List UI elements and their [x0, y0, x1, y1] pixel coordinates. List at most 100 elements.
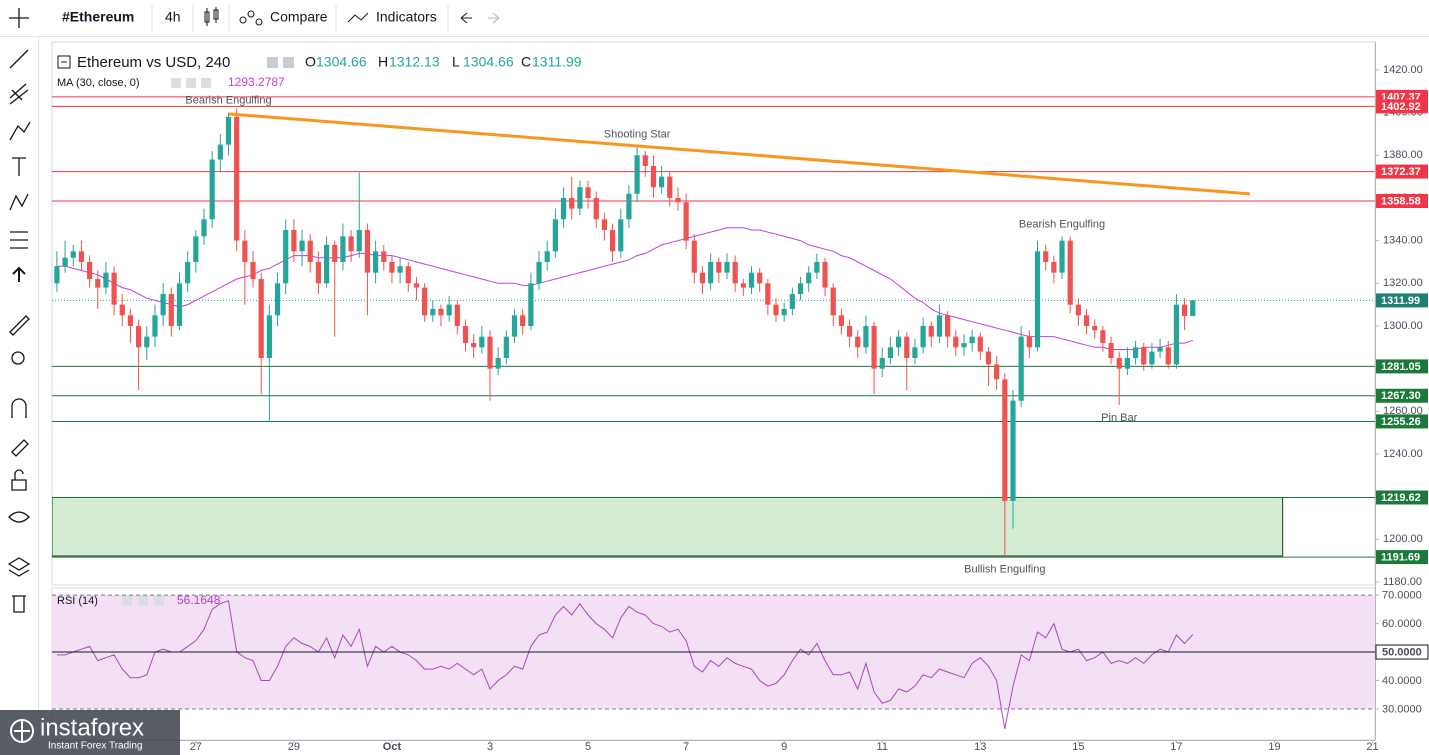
x-tick-label: 27 — [190, 741, 202, 753]
text-tool[interactable] — [12, 157, 26, 176]
visibility-tool[interactable] — [8, 511, 30, 523]
candle-body — [185, 261, 191, 284]
candle-body — [1149, 351, 1155, 365]
x-tick-label: 5 — [585, 741, 591, 753]
level-tag — [1376, 99, 1428, 114]
lock-tool[interactable] — [11, 469, 27, 491]
candle-body — [201, 219, 207, 237]
candle-body — [830, 287, 836, 316]
trendline-tool[interactable] — [9, 49, 29, 69]
pattern-tool[interactable] — [9, 193, 29, 211]
y-tick-label: 1320.00 — [1383, 277, 1423, 289]
level-tag — [1376, 164, 1428, 179]
level-tag — [1376, 414, 1428, 429]
symbol-button[interactable]: #Ethereum — [62, 9, 134, 25]
candle-body — [54, 266, 60, 284]
candle-body — [855, 336, 861, 348]
candle-body — [724, 261, 730, 273]
magnet-tool[interactable] — [11, 398, 27, 418]
pattern-label: Bullish Engulfing — [964, 563, 1045, 575]
zoom-tool[interactable] — [11, 351, 25, 365]
candle-body — [650, 165, 657, 188]
candle-body — [585, 187, 591, 198]
layers-tool[interactable] — [7, 557, 31, 577]
candle-body — [822, 261, 828, 288]
candle-body — [340, 236, 346, 262]
candle-body — [511, 315, 518, 337]
ohlc-value: 1304.66 — [316, 54, 367, 70]
candle-body — [193, 236, 199, 262]
demand-zone — [52, 496, 1284, 557]
last-price-tag — [1376, 293, 1428, 308]
brush-tool[interactable] — [9, 121, 31, 141]
candle-body — [422, 287, 428, 316]
candle-body — [1034, 251, 1041, 348]
rsi-line — [56, 600, 1194, 729]
compare-button[interactable]: Compare — [270, 9, 328, 25]
fib-tool[interactable] — [9, 83, 29, 105]
candle-body — [356, 229, 362, 252]
x-tick-label: 3 — [487, 741, 493, 753]
ruler-tool[interactable] — [9, 315, 30, 336]
candle-body — [757, 272, 763, 284]
level-tag — [1376, 550, 1428, 565]
ohlc-label: L — [452, 54, 460, 70]
candle-body — [601, 219, 608, 230]
candle-body — [1173, 304, 1180, 365]
redo-button[interactable] — [488, 12, 500, 24]
candle-body — [879, 357, 885, 369]
candle-body — [389, 261, 395, 273]
candle-body — [1100, 330, 1106, 344]
candle-body — [642, 155, 648, 166]
candle-body — [560, 197, 567, 220]
left-toolbar — [0, 37, 38, 755]
candle-body — [503, 336, 509, 358]
indicators-button[interactable]: Indicators — [376, 9, 437, 25]
candle-body — [381, 251, 387, 262]
watermark-brand: instaforex — [40, 714, 144, 741]
arrow-tool[interactable] — [12, 266, 26, 282]
indicators-icon[interactable] — [347, 12, 369, 23]
price-pane — [51, 41, 1376, 586]
lock-drawing-tool[interactable] — [11, 439, 29, 457]
prediction-tool[interactable] — [10, 231, 28, 249]
x-tick-label: 17 — [1170, 741, 1182, 753]
y-tick-label: 1180.00 — [1383, 576, 1422, 588]
compare-icon[interactable] — [239, 10, 263, 26]
candle-body — [528, 283, 534, 326]
candle-body — [454, 304, 460, 326]
candle-body — [536, 261, 542, 284]
candle-body — [242, 240, 248, 262]
candle-body — [748, 272, 755, 288]
rsi-legend-value: 56.1648 — [177, 593, 221, 607]
candle-body — [659, 176, 665, 188]
interval-button[interactable]: 4h — [165, 9, 181, 25]
candle-body — [430, 308, 436, 316]
undo-button[interactable] — [460, 12, 472, 24]
ohlc-label: H — [378, 54, 388, 70]
rsi-mid-tag — [1375, 644, 1429, 660]
series-title: Ethereum vs USD, 240 — [77, 54, 230, 71]
candle-body — [814, 261, 820, 273]
candle-body — [716, 261, 722, 273]
candle-body — [912, 347, 918, 358]
remove-tool[interactable] — [12, 595, 26, 613]
candle-body — [250, 261, 256, 280]
y-tick-label: 1300.00 — [1383, 320, 1423, 332]
pattern-label: Shooting Star — [604, 129, 671, 141]
candle-body — [1157, 347, 1163, 352]
collapse-icon[interactable] — [57, 55, 71, 69]
crosshair-tool[interactable] — [9, 8, 29, 28]
candle-body — [1075, 304, 1081, 316]
candle-body — [86, 261, 93, 280]
level-tag — [1376, 490, 1428, 505]
candle-body — [462, 325, 469, 344]
legend-icons — [267, 57, 294, 68]
chart-type-button[interactable] — [204, 7, 219, 26]
candle-body — [618, 219, 624, 252]
candle-body — [699, 272, 706, 284]
rsi-tick-label: 40.0000 — [1382, 675, 1422, 687]
candle-body — [936, 315, 943, 337]
candle-body — [520, 315, 526, 326]
candle-body — [765, 283, 771, 305]
